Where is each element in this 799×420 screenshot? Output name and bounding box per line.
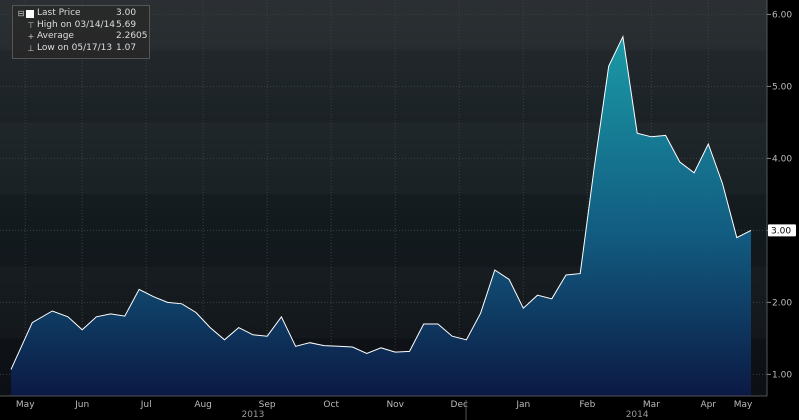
year-label: 2013 xyxy=(241,410,264,420)
y-tick-label: 4.00 xyxy=(772,154,792,164)
y-tick-label: 1.00 xyxy=(772,370,792,380)
x-tick-label: Jul xyxy=(140,400,152,410)
y-tick-label: 2.00 xyxy=(772,298,792,308)
legend-low-label: Low on 05/17/13 xyxy=(37,42,113,53)
y-tick-label: 6.00 xyxy=(772,10,792,20)
last-price-tag: 3.00 xyxy=(768,224,796,237)
legend-row-low: ⊥ Low on 05/17/13 1.07 xyxy=(13,43,149,55)
x-tick-label: Oct xyxy=(323,400,339,410)
legend-high-value: 5.69 xyxy=(116,19,137,30)
last-price-swatch-icon xyxy=(26,10,34,18)
x-tick-label: Aug xyxy=(194,400,212,410)
legend-row-average: + Average 2.2605 xyxy=(13,31,149,43)
last-price-tag-box xyxy=(768,224,796,237)
legend-low-value: 1.07 xyxy=(116,42,137,53)
x-tick-label: Jan xyxy=(515,400,530,410)
y-axis: 6.00 5.00 4.00 3.00 2.00 1.00 xyxy=(766,0,792,396)
collapse-icon[interactable]: ⊟ xyxy=(17,9,25,18)
price-line xyxy=(10,35,752,370)
x-tick-label: May xyxy=(16,400,35,410)
x-tick-label: Nov xyxy=(386,400,404,410)
last-price-tag-text: 3.00 xyxy=(771,226,791,236)
legend-average-value: 2.2605 xyxy=(116,31,148,41)
x-tick-label: Mar xyxy=(643,400,660,410)
legend-last-price-label: Last Price xyxy=(37,8,81,18)
average-marker-icon: + xyxy=(27,32,35,41)
legend-box: ⊟ Last Price 3.00 ⊤ High on 03/14/14 5.6… xyxy=(12,5,150,59)
high-marker-icon: ⊤ xyxy=(27,20,35,30)
legend-row-last-price: ⊟ Last Price 3.00 xyxy=(13,8,149,20)
x-tick-label: Sep xyxy=(259,400,276,410)
y-tick-label: 5.00 xyxy=(772,82,792,92)
x-tick-label: Apr xyxy=(701,400,717,410)
x-tick-label: May xyxy=(734,400,753,410)
legend-high-label: High on 03/14/14 xyxy=(37,19,116,30)
low-marker-icon: ⊥ xyxy=(27,43,35,53)
x-tick-label: Jun xyxy=(74,400,89,410)
year-label: 2014 xyxy=(626,410,649,420)
x-axis: May Jun Jul Aug Sep Oct Nov Dec Jan Feb Mar Apr May 2… xyxy=(0,395,767,420)
x-tick-label: Feb xyxy=(579,400,595,410)
x-tick-label: Dec xyxy=(451,400,468,410)
legend-row-high: ⊤ High on 03/14/14 5.69 xyxy=(13,20,149,32)
legend-last-price-value: 3.00 xyxy=(116,8,137,18)
price-area xyxy=(11,36,751,396)
legend-average-label: Average xyxy=(37,31,74,41)
